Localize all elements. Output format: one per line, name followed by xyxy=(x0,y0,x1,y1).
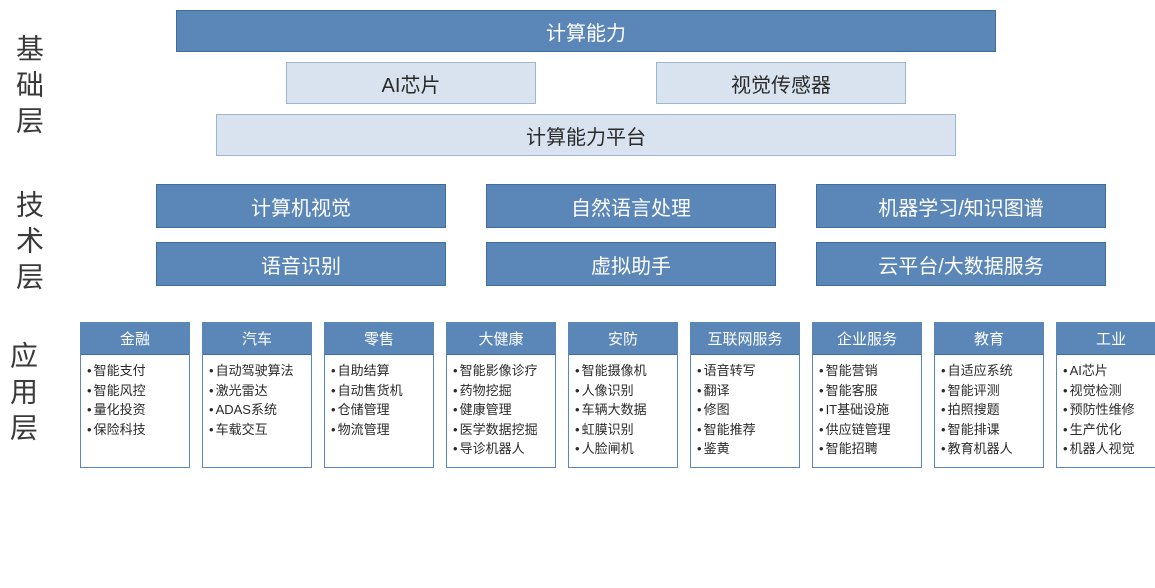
app-card-body: 自适应系统智能评测拍照搜题智能排课教育机器人 xyxy=(935,355,1043,467)
app-card-item: 智能营销 xyxy=(819,361,915,381)
block-compute-power: 计算能力 xyxy=(176,10,996,52)
app-card-body: 智能营销智能客服IT基础设施供应链管理智能招聘 xyxy=(813,355,921,467)
app-card-item: 机器人视觉 xyxy=(1063,439,1155,459)
app-card-item: 生产优化 xyxy=(1063,420,1155,440)
app-card-body: 智能摄像机人像识别车辆大数据虹膜识别人脸闸机 xyxy=(569,355,677,467)
app-card-item: 翻译 xyxy=(697,381,793,401)
app-card-body: 智能支付智能风控量化投资保险科技 xyxy=(81,355,189,447)
app-card-item: 智能风控 xyxy=(87,381,183,401)
app-card-item: 自适应系统 xyxy=(941,361,1037,381)
block-compute-platform: 计算能力平台 xyxy=(216,114,956,156)
tech-virtual-assist: 虚拟助手 xyxy=(486,242,776,286)
app-card-item: 人像识别 xyxy=(575,381,671,401)
app-card: 教育自适应系统智能评测拍照搜题智能排课教育机器人 xyxy=(934,322,1044,468)
app-card-title: 零售 xyxy=(325,323,433,355)
app-card-item: 鉴黄 xyxy=(697,439,793,459)
app-card-item: 量化投资 xyxy=(87,400,183,420)
app-card-body: 智能影像诊疗药物挖掘健康管理医学数据挖掘导诊机器人 xyxy=(447,355,555,467)
app-card-item: 物流管理 xyxy=(331,420,427,440)
app-card-title: 大健康 xyxy=(447,323,555,355)
app-card-item: 语音转写 xyxy=(697,361,793,381)
app-card-item: 健康管理 xyxy=(453,400,549,420)
tech-nlp: 自然语言处理 xyxy=(486,184,776,228)
app-card-item: 智能推荐 xyxy=(697,420,793,440)
app-card: 互联网服务语音转写翻译修图智能推荐鉴黄 xyxy=(690,322,800,468)
app-card-title: 汽车 xyxy=(203,323,311,355)
tech-speech: 语音识别 xyxy=(156,242,446,286)
app-card-item: 预防性维修 xyxy=(1063,400,1155,420)
app-card: 大健康智能影像诊疗药物挖掘健康管理医学数据挖掘导诊机器人 xyxy=(446,322,556,468)
app-card-body: 自助结算自动售货机仓储管理物流管理 xyxy=(325,355,433,447)
app-card-item: 车辆大数据 xyxy=(575,400,671,420)
technology-layer-grid: 计算机视觉 自然语言处理 机器学习/知识图谱 语音识别 虚拟助手 云平台/大数据… xyxy=(56,184,1116,300)
app-card-item: ADAS系统 xyxy=(209,400,305,420)
app-card-item: 智能影像诊疗 xyxy=(453,361,549,381)
app-card-item: 激光雷达 xyxy=(209,381,305,401)
app-card-item: 智能招聘 xyxy=(819,439,915,459)
app-card: 零售自助结算自动售货机仓储管理物流管理 xyxy=(324,322,434,468)
app-card: 安防智能摄像机人像识别车辆大数据虹膜识别人脸闸机 xyxy=(568,322,678,468)
app-card-item: 智能评测 xyxy=(941,381,1037,401)
technology-layer-label: 技术层 xyxy=(0,184,56,304)
app-card-item: 智能支付 xyxy=(87,361,183,381)
app-card-body: AI芯片视觉检测预防性维修生产优化机器人视觉 xyxy=(1057,355,1155,467)
technology-layer: 技术层 计算机视觉 自然语言处理 机器学习/知识图谱 语音识别 虚拟助手 云平台… xyxy=(0,184,1155,304)
app-card-item: 修图 xyxy=(697,400,793,420)
app-card-body: 语音转写翻译修图智能推荐鉴黄 xyxy=(691,355,799,467)
foundation-layer: 基础层 计算能力 AI芯片 视觉传感器 计算能力平台 xyxy=(0,0,1155,166)
block-vision-sensor: 视觉传感器 xyxy=(656,62,906,104)
app-card-item: 保险科技 xyxy=(87,420,183,440)
application-cards-grid: 金融智能支付智能风控量化投资保险科技汽车自动驾驶算法激光雷达ADAS系统车载交互… xyxy=(50,322,1155,468)
app-card: 企业服务智能营销智能客服IT基础设施供应链管理智能招聘 xyxy=(812,322,922,468)
app-card-item: 视觉检测 xyxy=(1063,381,1155,401)
app-card-title: 企业服务 xyxy=(813,323,921,355)
app-card: 汽车自动驾驶算法激光雷达ADAS系统车载交互 xyxy=(202,322,312,468)
app-card-item: 智能摄像机 xyxy=(575,361,671,381)
app-card-item: 药物挖掘 xyxy=(453,381,549,401)
app-card-title: 安防 xyxy=(569,323,677,355)
tech-ml-kg: 机器学习/知识图谱 xyxy=(816,184,1106,228)
foundation-layer-label: 基础层 xyxy=(0,28,56,148)
app-card-title: 金融 xyxy=(81,323,189,355)
block-ai-chip: AI芯片 xyxy=(286,62,536,104)
app-card-item: 智能排课 xyxy=(941,420,1037,440)
app-card-item: 车载交互 xyxy=(209,420,305,440)
app-card-item: 自助结算 xyxy=(331,361,427,381)
app-card-item: 医学数据挖掘 xyxy=(453,420,549,440)
app-card-body: 自动驾驶算法激光雷达ADAS系统车载交互 xyxy=(203,355,311,447)
application-layer-label: 应用层 xyxy=(0,335,50,455)
app-card-item: 自动售货机 xyxy=(331,381,427,401)
app-card-item: 导诊机器人 xyxy=(453,439,549,459)
app-card-title: 教育 xyxy=(935,323,1043,355)
app-card-title: 工业 xyxy=(1057,323,1155,355)
app-card-item: 自动驾驶算法 xyxy=(209,361,305,381)
app-card-item: 人脸闸机 xyxy=(575,439,671,459)
app-card-item: AI芯片 xyxy=(1063,361,1155,381)
app-card-item: 虹膜识别 xyxy=(575,420,671,440)
app-card-item: 供应链管理 xyxy=(819,420,915,440)
app-card-item: 仓储管理 xyxy=(331,400,427,420)
app-card-item: 教育机器人 xyxy=(941,439,1037,459)
app-card: 金融智能支付智能风控量化投资保险科技 xyxy=(80,322,190,468)
app-card-item: 拍照搜题 xyxy=(941,400,1037,420)
tech-computer-vision: 计算机视觉 xyxy=(156,184,446,228)
app-card-item: IT基础设施 xyxy=(819,400,915,420)
app-card-item: 智能客服 xyxy=(819,381,915,401)
foundation-layer-grid: 计算能力 AI芯片 视觉传感器 计算能力平台 xyxy=(56,10,1096,166)
application-layer: 应用层 金融智能支付智能风控量化投资保险科技汽车自动驾驶算法激光雷达ADAS系统… xyxy=(0,322,1155,468)
app-card-title: 互联网服务 xyxy=(691,323,799,355)
app-card: 工业AI芯片视觉检测预防性维修生产优化机器人视觉 xyxy=(1056,322,1155,468)
tech-cloud-bigdata: 云平台/大数据服务 xyxy=(816,242,1106,286)
